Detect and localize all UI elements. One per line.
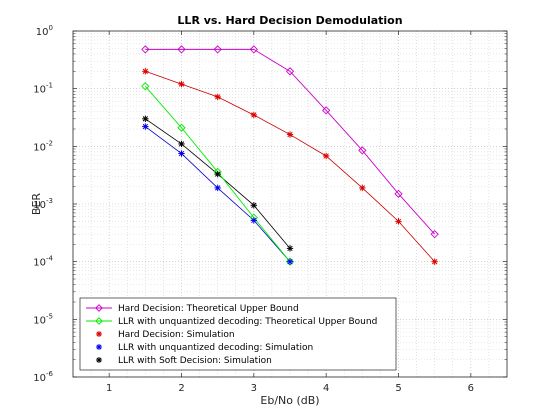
legend-marker <box>96 344 102 350</box>
data-point <box>394 189 403 198</box>
y-tick-label: 10-3 <box>33 197 53 211</box>
y-axis-label: BER <box>30 193 43 215</box>
data-point <box>214 93 221 101</box>
series-layer <box>141 45 439 266</box>
data-point <box>250 202 258 209</box>
data-point <box>214 170 221 178</box>
x-axis-label: Eb/No (dB) <box>260 394 319 407</box>
legend-item: Hard Decision: Simulation <box>96 330 235 340</box>
x-tick-label: 1 <box>106 383 112 394</box>
data-point <box>178 80 185 88</box>
series-5 <box>142 115 294 252</box>
data-point <box>214 184 221 192</box>
data-point <box>141 45 150 54</box>
series-4 <box>142 123 294 265</box>
data-point <box>286 258 294 265</box>
legend-label: Hard Decision: Theoretical Upper Bound <box>118 304 299 314</box>
data-point <box>178 150 185 157</box>
legend-label: LLR with Soft Decision: Simulation <box>118 356 272 366</box>
series-1 <box>141 45 439 239</box>
legend-item: Hard Decision: Theoretical Upper Bound <box>86 304 299 314</box>
data-point <box>178 140 185 148</box>
data-point <box>430 230 439 239</box>
chart-title: LLR vs. Hard Decision Demodulation <box>177 14 402 27</box>
legend-label: Hard Decision: Simulation <box>118 330 235 340</box>
y-tick-label: 10-5 <box>33 312 53 326</box>
legend-item: LLR with unquantized decoding: Theoretic… <box>86 317 377 327</box>
data-point <box>249 45 258 54</box>
x-tick-label: 2 <box>178 383 184 394</box>
y-tick-label: 100 <box>36 24 53 38</box>
data-point <box>142 68 149 75</box>
data-point <box>358 146 367 155</box>
data-point <box>250 111 258 119</box>
axis-ticks: 1 2 3 4 5 6 10-6 10-5 10-4 10-3 10-2 10-1 100 <box>33 24 507 394</box>
legend-box <box>79 297 397 371</box>
data-point <box>322 106 331 115</box>
data-point <box>431 258 438 265</box>
x-tick-label: 4 <box>323 383 329 394</box>
x-tick-label: 5 <box>395 383 401 394</box>
data-point <box>141 82 150 91</box>
x-tick-label: 6 <box>468 383 474 394</box>
y-tick-label: 10-1 <box>33 82 53 96</box>
legend-marker <box>96 357 102 363</box>
data-point <box>285 67 295 76</box>
data-point <box>177 45 186 54</box>
legend-marker <box>95 317 103 325</box>
y-tick-label: 10-6 <box>33 370 53 384</box>
y-tick-label: 10-4 <box>33 255 53 269</box>
data-point <box>286 131 294 138</box>
data-point <box>395 218 402 225</box>
legend-label: LLR with unquantized decoding: Theoretic… <box>118 317 377 327</box>
y-tick-label: 10-2 <box>33 139 53 153</box>
series-line <box>145 48 436 235</box>
x-tick-label: 3 <box>251 383 257 394</box>
legend-marker <box>96 331 102 337</box>
data-point <box>142 115 149 123</box>
data-point <box>359 184 366 192</box>
data-point <box>250 217 258 224</box>
legend: Hard Decision: Theoretical Upper Bound LL… <box>79 297 397 371</box>
legend-marker <box>95 304 103 312</box>
legend-item: LLR with Soft Decision: Simulation <box>96 356 272 366</box>
data-point <box>322 152 330 160</box>
data-point <box>177 123 186 132</box>
series-3 <box>142 68 438 265</box>
data-point <box>286 245 294 252</box>
data-point <box>285 257 295 266</box>
data-point <box>142 123 149 130</box>
legend-label: LLR with unquantized decoding: Simulatio… <box>118 343 313 353</box>
legend-item: LLR with unquantized decoding: Simulatio… <box>96 343 313 353</box>
data-point <box>213 45 222 54</box>
